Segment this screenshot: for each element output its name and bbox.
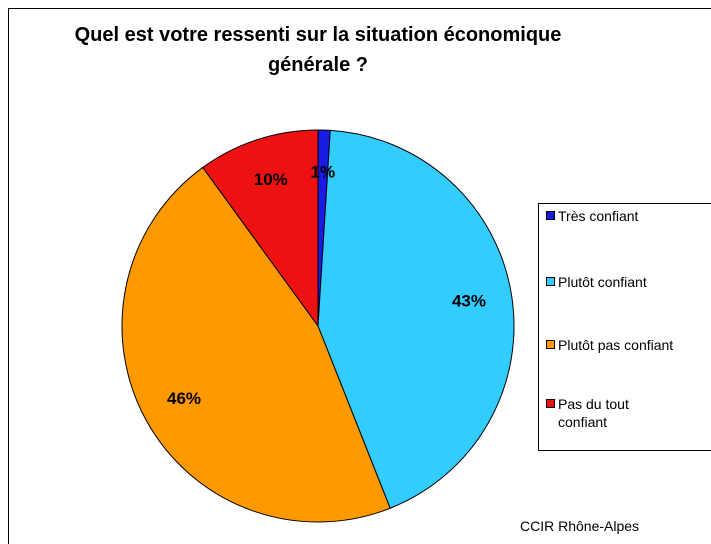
legend-swatch — [546, 340, 555, 349]
legend-swatch — [546, 211, 555, 220]
value-label: 43% — [452, 292, 486, 311]
pie-slice — [121, 166, 391, 523]
legend-label: Plutôt confiant — [558, 274, 647, 290]
legend-swatch — [546, 399, 555, 408]
pie-slice — [202, 129, 319, 328]
legend-label: Pas du tout confiant — [558, 396, 629, 430]
value-label: 46% — [167, 389, 201, 408]
legend-label: Plutôt pas confiant — [558, 337, 674, 353]
legend-box — [538, 203, 711, 451]
legend-swatch — [546, 277, 555, 286]
value-label: 10% — [254, 170, 288, 189]
source-note: CCIR Rhône-Alpes — [520, 518, 640, 534]
chart-title: Quel est votre ressenti sur la situation… — [74, 24, 562, 76]
value-label: 1% — [311, 163, 336, 182]
pie-slice — [317, 129, 515, 509]
legend-label: Très confiant — [558, 208, 639, 224]
